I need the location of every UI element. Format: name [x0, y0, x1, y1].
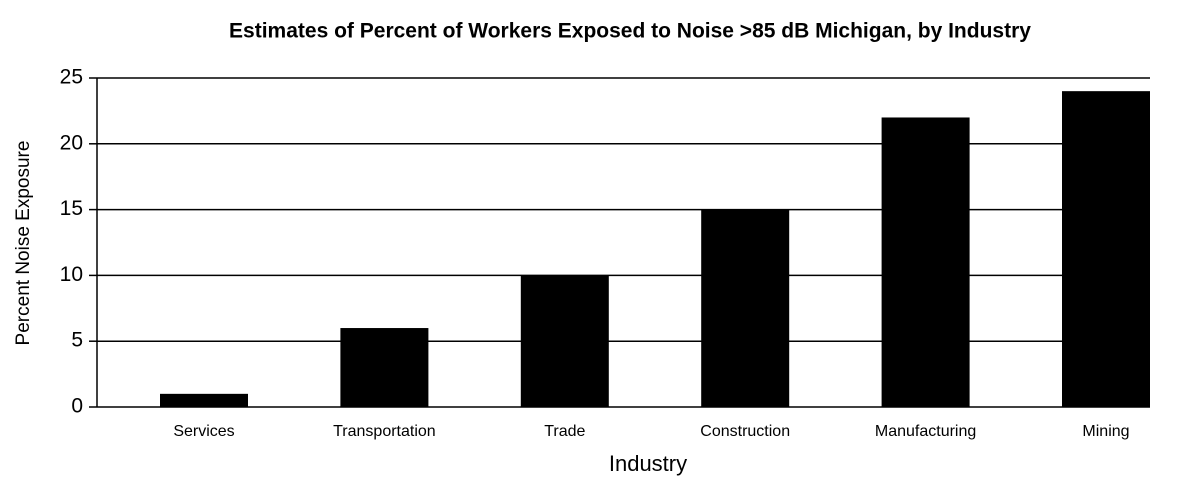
- y-tick-label: 25: [60, 66, 83, 89]
- x-tick-label: Transportation: [333, 423, 436, 440]
- x-tick-label: Construction: [700, 423, 790, 440]
- bar: [701, 209, 790, 407]
- y-tick-label: 20: [60, 131, 83, 154]
- bar: [881, 117, 970, 407]
- chart-title: Estimates of Percent of Workers Exposed …: [229, 20, 1031, 43]
- x-tick-label: Services: [173, 423, 234, 440]
- y-tick-label: 0: [71, 395, 83, 418]
- bar: [1062, 91, 1150, 407]
- x-tick-label: Mining: [1082, 423, 1129, 440]
- bar: [160, 393, 248, 407]
- y-tick-label: 15: [60, 197, 83, 220]
- y-axis-label: Percent Noise Exposure: [13, 141, 34, 346]
- bar: [340, 328, 429, 407]
- x-tick-label: Manufacturing: [875, 423, 976, 440]
- y-tick-label: 10: [60, 263, 83, 286]
- x-tick-label: Trade: [544, 423, 585, 440]
- x-axis-label: Industry: [609, 451, 687, 476]
- bar: [520, 275, 609, 407]
- y-tick-label: 5: [71, 329, 83, 352]
